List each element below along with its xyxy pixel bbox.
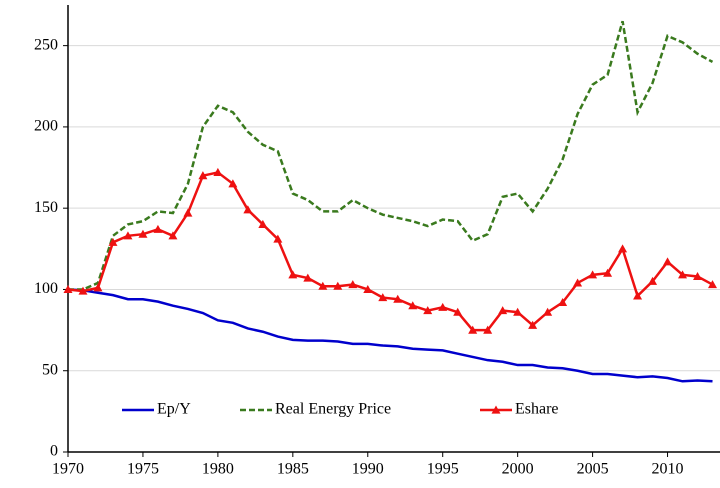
marker [453,307,463,316]
legend-label: Ep/Y [157,401,191,418]
y-tick-label: 0 [50,443,58,460]
marker [273,234,283,243]
y-tick-label: 50 [42,361,58,378]
marker [243,205,253,214]
y-tick-label: 200 [34,118,58,135]
marker [63,284,73,294]
marker [183,208,193,217]
marker [93,283,103,292]
marker [168,231,178,240]
marker [588,270,598,279]
marker [363,284,373,294]
marker [693,271,703,281]
marker [438,302,448,311]
marker [198,171,208,180]
marker [528,320,538,329]
marker [678,270,688,279]
marker [138,229,148,238]
marker [603,268,613,277]
marker [543,307,553,316]
legend-label: Real Energy Price [275,401,391,418]
marker [123,231,133,240]
x-tick-label: 1990 [352,461,384,478]
marker [513,307,523,316]
marker [618,244,628,253]
marker [558,297,568,307]
legend-marker [491,405,501,414]
x-tick-label: 1975 [127,461,159,478]
series-line [67,288,713,383]
x-tick-label: 2010 [652,461,684,478]
x-tick-label: 2005 [577,461,609,478]
marker [633,291,643,300]
marker [378,293,388,302]
marker [708,280,718,289]
marker [318,281,328,290]
series-line [68,20,714,291]
marker [423,306,433,315]
marker [348,280,358,289]
marker [498,306,508,315]
marker [663,257,673,266]
x-tick-label: 1970 [52,461,84,478]
legend-label: Eshare [515,401,559,418]
marker [483,325,493,334]
marker [288,270,298,279]
x-tick-label: 1985 [277,461,309,478]
x-tick-label: 2000 [502,461,534,478]
marker [213,167,223,177]
marker [648,276,658,285]
y-tick-label: 100 [34,280,58,297]
marker [153,224,163,233]
y-tick-label: 250 [34,36,58,53]
marker [303,273,313,282]
marker [258,219,268,229]
marker [408,301,418,310]
marker [468,325,478,334]
marker [573,278,583,287]
marker [333,281,343,290]
marker [108,237,118,246]
x-tick-label: 1980 [202,461,234,478]
marker [228,179,238,188]
x-tick-label: 1995 [427,461,459,478]
marker [393,294,403,303]
y-tick-label: 150 [34,199,58,216]
marker [78,286,88,295]
series-line [67,171,714,332]
